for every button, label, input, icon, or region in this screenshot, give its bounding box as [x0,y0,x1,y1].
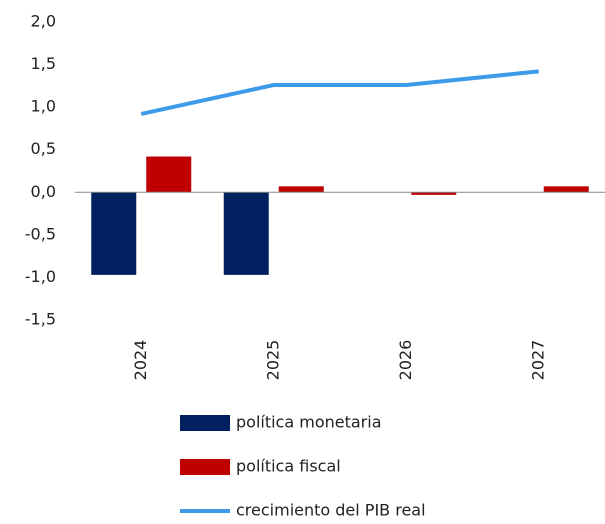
bar [91,192,137,275]
legend-swatch [180,459,230,475]
x-tick-label: 2027 [528,340,547,381]
y-tick-label: 0,0 [31,182,56,201]
y-tick-label: -0,5 [25,224,56,243]
bar [223,192,269,275]
x-tick-label: 2025 [263,340,282,381]
y-tick-label: 1,5 [31,54,56,73]
y-tick-label: -1,5 [25,310,56,329]
y-tick-label: 2,0 [31,12,56,31]
line-series [140,69,539,116]
y-tick-label: 0,5 [31,139,56,158]
bar [543,186,589,193]
bar [146,156,192,193]
legend-label: crecimiento del PIB real [236,501,426,520]
x-tick-label: 2026 [396,340,415,381]
legend-label: política fiscal [236,457,341,476]
legend-swatch [180,415,230,431]
bar [278,186,324,193]
bar [411,192,457,195]
x-tick-label: 2024 [131,340,150,381]
y-tick-label: 1,0 [31,97,56,116]
y-tick-label: -1,0 [25,267,56,286]
legend-label: política monetaria [236,413,382,432]
